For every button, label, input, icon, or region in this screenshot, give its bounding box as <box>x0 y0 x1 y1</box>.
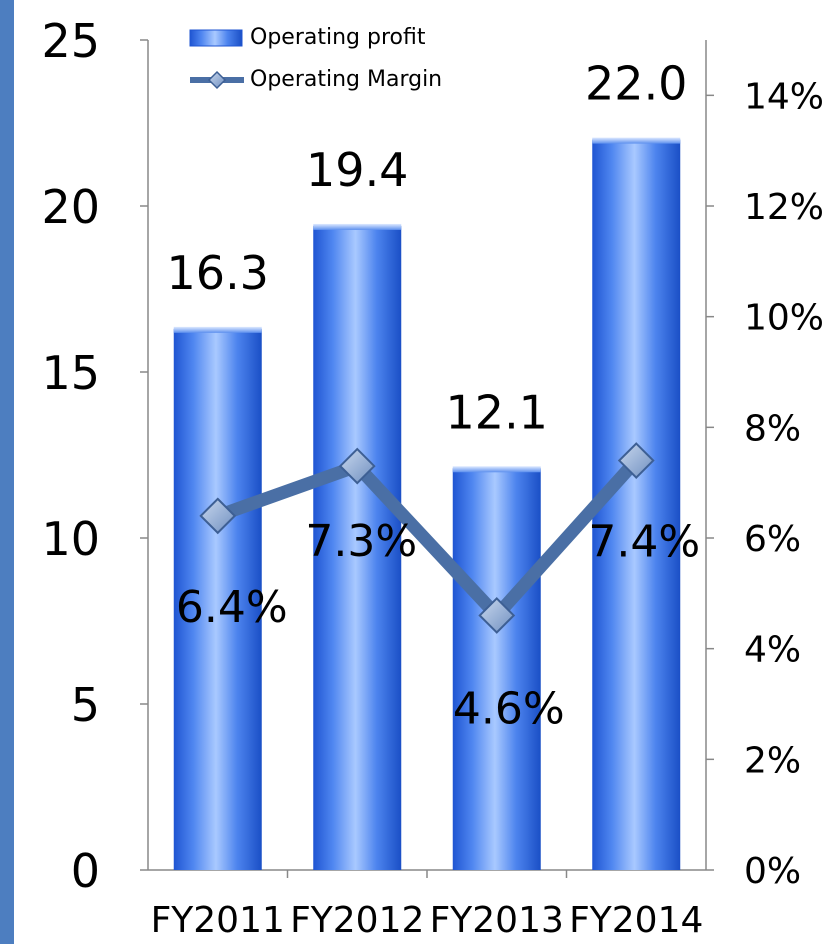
left-tick-label: 10 <box>41 512 100 566</box>
margin-marker-FY2014 <box>617 442 655 479</box>
left-tick-label: 0 <box>71 844 100 898</box>
line-series <box>199 442 655 634</box>
margin-marker-FY2011 <box>199 497 237 535</box>
right-axis-ticks: 0% 2% 4% 6% 8% 10% 12% 14% <box>706 76 824 892</box>
bar-value-labels: 16.3 19.4 12.1 22.0 <box>167 57 688 440</box>
bar-FY2014 <box>592 139 681 871</box>
bar-FY2011 <box>173 328 262 871</box>
bar-value-label: 16.3 <box>167 246 269 300</box>
bar-value-label: 19.4 <box>306 143 408 197</box>
x-tick-label: FY2014 <box>569 900 703 941</box>
left-axis-ticks: 0 5 10 15 20 25 <box>41 14 148 898</box>
right-tick-label: 8% <box>744 408 801 449</box>
bar-value-label: 12.1 <box>446 385 548 439</box>
margin-value-label: 7.3% <box>305 516 417 567</box>
legend-label-operating-profit: Operating profit <box>250 25 426 50</box>
left-tick-label: 5 <box>71 678 100 732</box>
bar-cap <box>592 137 681 144</box>
bar-cap <box>173 326 262 333</box>
bar-FY2013 <box>452 468 541 870</box>
legend: Operating profit Operating Margin <box>189 25 442 92</box>
right-tick-label: 2% <box>744 740 801 781</box>
bar-value-label: 22.0 <box>585 57 687 111</box>
right-tick-label: 12% <box>744 187 824 228</box>
x-tick-label: FY2011 <box>151 900 285 941</box>
right-tick-label: 14% <box>744 76 824 117</box>
right-tick-label: 10% <box>744 298 824 339</box>
margin-value-label: 7.4% <box>588 517 700 568</box>
right-tick-label: 0% <box>744 851 801 892</box>
bar-cap <box>313 223 402 230</box>
legend-marker-icon <box>207 70 227 90</box>
bar-series <box>173 137 681 871</box>
x-tick-label: FY2013 <box>430 900 564 941</box>
bar-FY2012 <box>313 225 402 871</box>
left-tick-label: 20 <box>41 180 100 234</box>
bar-cap <box>452 466 541 473</box>
margin-marker-FY2012 <box>338 447 376 485</box>
margin-marker-FY2013 <box>478 597 516 634</box>
left-accent-band <box>0 0 14 944</box>
margin-value-label: 6.4% <box>176 582 288 633</box>
right-tick-label: 6% <box>744 519 801 560</box>
x-tick-label: FY2012 <box>290 900 424 941</box>
left-tick-label: 15 <box>41 346 100 400</box>
left-tick-label: 25 <box>41 14 100 68</box>
right-tick-label: 4% <box>744 630 801 671</box>
legend-label-operating-margin: Operating Margin <box>250 67 442 92</box>
margin-line <box>215 456 642 622</box>
margin-value-label: 4.6% <box>453 683 565 734</box>
x-axis-labels: FY2011 FY2012 FY2013 FY2014 <box>151 900 704 941</box>
legend-bar-swatch <box>189 29 243 47</box>
line-value-labels: 6.4% 7.3% 4.6% 7.4% <box>176 516 700 734</box>
